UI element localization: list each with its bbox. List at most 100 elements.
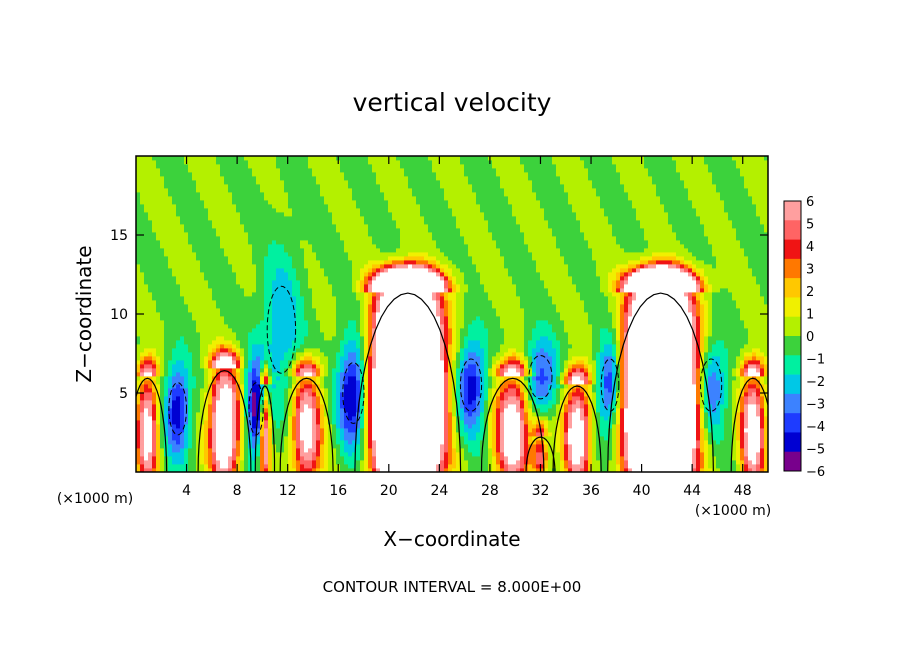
- field-cell: [204, 432, 209, 437]
- field-cell: [184, 244, 189, 249]
- field-cell: [240, 328, 245, 333]
- chart-title: vertical velocity: [353, 88, 552, 117]
- field-cell: [324, 392, 329, 397]
- field-cell: [252, 332, 257, 337]
- field-cell: [344, 448, 349, 453]
- field-cell: [340, 416, 345, 421]
- field-cell: [216, 256, 221, 261]
- field-cell: [308, 412, 313, 417]
- field-cell: [136, 308, 141, 313]
- field-cell: [232, 220, 237, 225]
- field-cell: [136, 292, 141, 297]
- field-cell: [304, 408, 309, 413]
- field-cell: [244, 296, 249, 301]
- field-cell: [176, 408, 181, 413]
- field-cell: [212, 340, 217, 345]
- field-cell: [204, 260, 209, 265]
- field-cell: [200, 320, 205, 325]
- field-cell: [360, 384, 365, 389]
- field-cell: [312, 432, 317, 437]
- field-cell: [264, 296, 269, 301]
- field-cell: [284, 336, 289, 341]
- field-cell: [284, 288, 289, 293]
- field-cell: [168, 348, 173, 353]
- field-cell: [332, 416, 337, 421]
- field-cell: [312, 164, 317, 169]
- field-cell: [172, 468, 177, 472]
- field-cell: [272, 432, 277, 437]
- field-cell: [228, 244, 233, 249]
- field-cell: [260, 188, 265, 193]
- field-cell: [184, 212, 189, 217]
- field-cell: [344, 204, 349, 209]
- field-cell: [248, 356, 253, 361]
- field-cell: [364, 436, 369, 441]
- field-cell: [144, 404, 149, 409]
- field-cell: [308, 296, 313, 301]
- field-cell: [188, 240, 193, 245]
- field-cell: [140, 400, 145, 405]
- field-cell: [188, 420, 193, 425]
- field-cell: [232, 292, 237, 297]
- field-cell: [148, 196, 153, 201]
- field-cell: [384, 384, 389, 389]
- field-cell: [224, 272, 229, 277]
- field-cell: [160, 432, 165, 437]
- field-cell: [196, 408, 201, 413]
- field-cell: [224, 204, 229, 209]
- field-cell: [372, 312, 377, 317]
- field-cell: [216, 368, 221, 373]
- field-cell: [288, 164, 293, 169]
- field-cell: [376, 284, 381, 289]
- field-cell: [364, 348, 369, 353]
- field-cell: [360, 156, 365, 161]
- field-cell: [328, 216, 333, 221]
- field-cell: [252, 156, 257, 161]
- field-cell: [348, 228, 353, 233]
- field-cell: [304, 288, 309, 293]
- field-cell: [300, 284, 305, 289]
- field-cell: [280, 420, 285, 425]
- field-cell: [344, 432, 349, 437]
- field-cell: [220, 364, 225, 369]
- field-cell: [252, 316, 257, 321]
- field-cell: [260, 312, 265, 317]
- field-cell: [296, 432, 301, 437]
- field-cell: [152, 164, 157, 169]
- field-cell: [348, 432, 353, 437]
- field-cell: [192, 452, 197, 457]
- field-cell: [264, 392, 269, 397]
- field-cell: [212, 456, 217, 461]
- field-cell: [312, 168, 317, 173]
- field-cell: [360, 176, 365, 181]
- field-cell: [168, 456, 173, 461]
- field-cell: [292, 264, 297, 269]
- field-cell: [172, 172, 177, 177]
- field-cell: [152, 308, 157, 313]
- field-cell: [284, 208, 289, 213]
- field-cell: [348, 176, 353, 181]
- field-cell: [244, 436, 249, 441]
- field-cell: [268, 336, 273, 341]
- field-cell: [284, 436, 289, 441]
- field-cell: [156, 416, 161, 421]
- field-cell: [228, 412, 233, 417]
- field-cell: [348, 284, 353, 289]
- field-cell: [220, 464, 225, 469]
- field-cell: [324, 436, 329, 441]
- field-cell: [336, 384, 341, 389]
- field-cell: [284, 296, 289, 301]
- field-cell: [384, 268, 389, 273]
- field-cell: [368, 408, 373, 413]
- field-cell: [192, 368, 197, 373]
- field-cell: [260, 372, 265, 377]
- field-cell: [176, 316, 181, 321]
- field-cell: [140, 164, 145, 169]
- field-cell: [292, 404, 297, 409]
- field-cell: [140, 324, 145, 329]
- field-cell: [160, 224, 165, 229]
- field-cell: [176, 404, 181, 409]
- field-cell: [172, 284, 177, 289]
- field-cell: [200, 448, 205, 453]
- field-cell: [204, 272, 209, 277]
